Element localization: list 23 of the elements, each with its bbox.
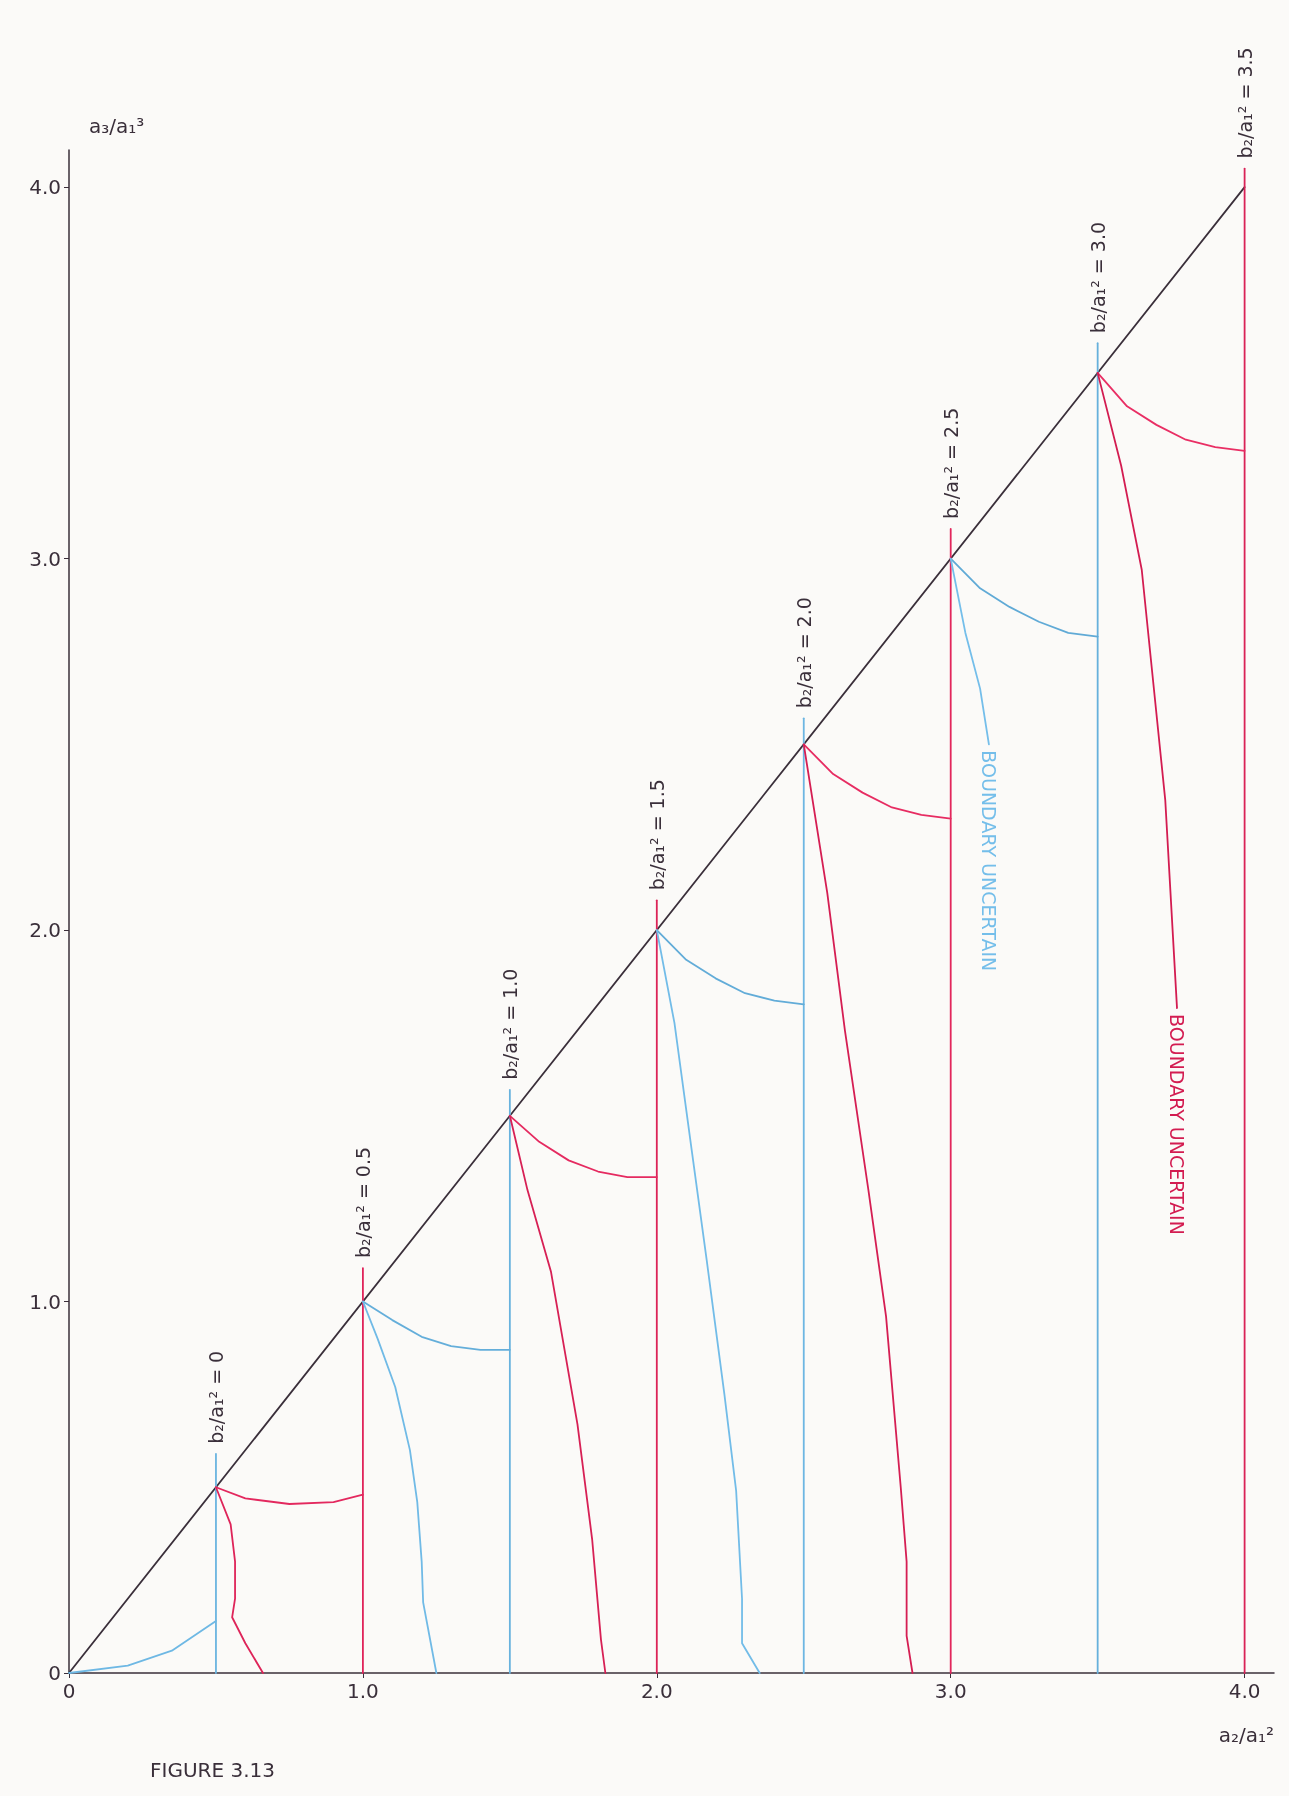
annotation: b₂/a₁² = 1.5 bbox=[645, 779, 668, 891]
x-tick-label: 3.0 bbox=[934, 1679, 967, 1703]
y-tick-label: 3.0 bbox=[29, 546, 61, 571]
annotation: BOUNDARY UNCERTAIN bbox=[1166, 1014, 1189, 1235]
y-tick-label: 1.0 bbox=[29, 1289, 61, 1314]
annotation: b₂/a₁² = 3.0 bbox=[1086, 221, 1109, 334]
x-tick-label: 2.0 bbox=[640, 1679, 673, 1703]
annotation: b₂/a₁² = 0.5 bbox=[351, 1146, 374, 1259]
annotation: b₂/a₁² = 0 bbox=[204, 1350, 227, 1444]
x-tick-label: 0 bbox=[62, 1679, 76, 1703]
y-axis-title: a₃/a₁³ bbox=[89, 114, 145, 138]
y-tick-label: 2.0 bbox=[29, 918, 61, 943]
x-tick-label: 1.0 bbox=[347, 1679, 379, 1703]
caption: FIGURE 3.13 bbox=[150, 1758, 275, 1782]
x-tick-label: 4.0 bbox=[1228, 1679, 1261, 1703]
annotation: b₂/a₁² = 2.0 bbox=[792, 597, 815, 709]
annotation: b₂/a₁² = 2.5 bbox=[939, 407, 962, 519]
annotation: b₂/a₁² = 3.5 bbox=[1233, 47, 1256, 159]
y-tick-label: 4.0 bbox=[29, 175, 61, 200]
x-axis-title: a₂/a₁² bbox=[1218, 1723, 1274, 1747]
annotation: BOUNDARY UNCERTAIN bbox=[977, 750, 1000, 972]
annotation: b₂/a₁² = 1.0 bbox=[498, 968, 521, 1080]
y-tick-label: 0 bbox=[48, 1661, 61, 1685]
